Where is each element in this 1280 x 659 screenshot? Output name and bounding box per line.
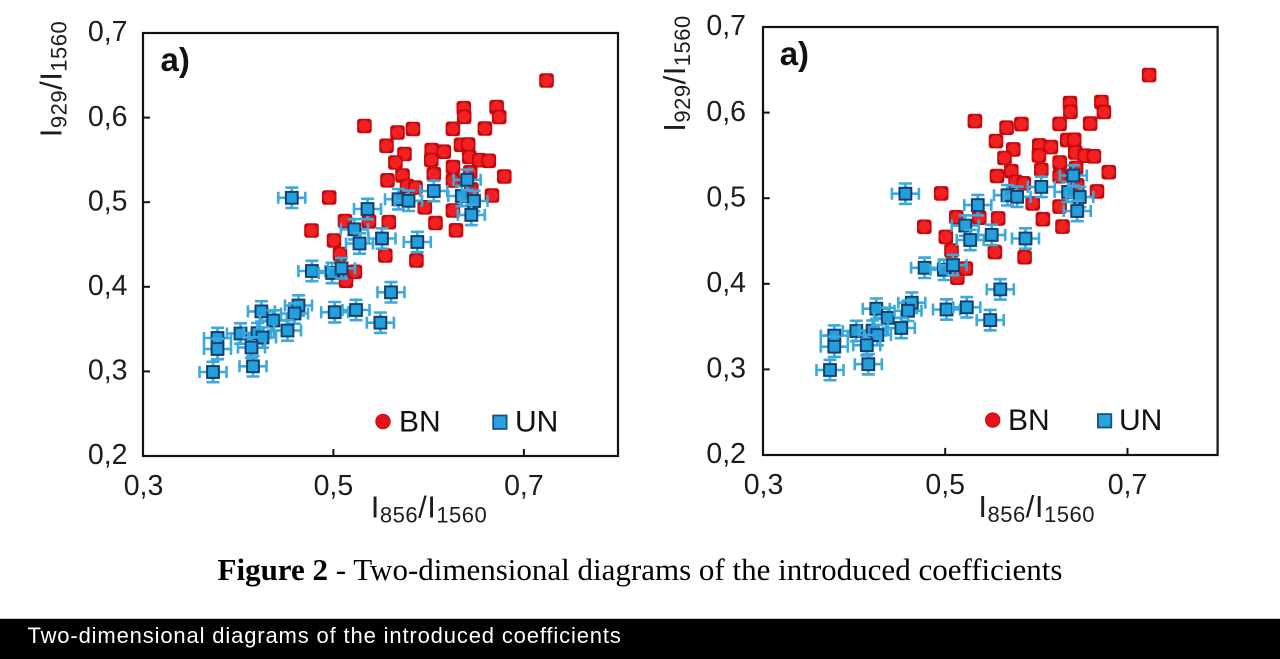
- svg-text:0,7: 0,7: [88, 16, 128, 48]
- svg-text:0,3: 0,3: [124, 470, 164, 502]
- svg-text:0,4: 0,4: [88, 270, 128, 302]
- svg-text:0,5: 0,5: [88, 185, 128, 217]
- svg-text:a): a): [161, 41, 190, 78]
- svg-text:0,7: 0,7: [1108, 469, 1148, 501]
- svg-text:UN: UN: [1119, 404, 1162, 437]
- svg-text:0,7: 0,7: [504, 470, 544, 502]
- svg-text:0,7: 0,7: [706, 10, 746, 42]
- svg-text:BN: BN: [1008, 404, 1050, 437]
- svg-text:0,3: 0,3: [88, 355, 128, 387]
- svg-text:UN: UN: [515, 406, 558, 439]
- svg-text:0,5: 0,5: [706, 181, 746, 213]
- svg-text:0,3: 0,3: [744, 469, 784, 501]
- svg-text:0,5: 0,5: [314, 470, 354, 502]
- svg-text:0,5: 0,5: [925, 469, 965, 501]
- svg-text:Two-dimensional diagrams of th: Two-dimensional diagrams of the introduc…: [28, 623, 622, 648]
- svg-text:0,2: 0,2: [706, 438, 746, 470]
- svg-text:0,6: 0,6: [706, 96, 746, 128]
- svg-text:Figure 2 - Two-dimensional dia: Figure 2 - Two-dimensional diagrams of t…: [218, 552, 1063, 587]
- svg-text:0,2: 0,2: [88, 439, 128, 471]
- svg-text:0,6: 0,6: [88, 101, 128, 133]
- svg-text:0,4: 0,4: [706, 267, 746, 299]
- svg-text:a): a): [780, 35, 809, 72]
- svg-text:BN: BN: [399, 406, 441, 439]
- svg-text:0,3: 0,3: [706, 353, 746, 385]
